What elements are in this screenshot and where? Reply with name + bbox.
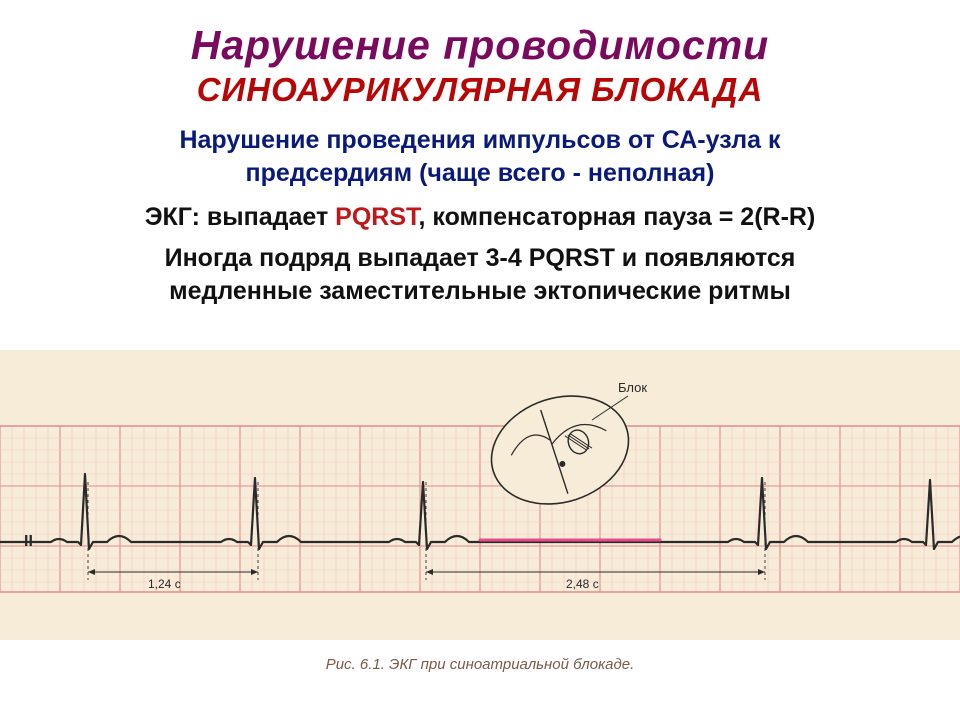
note-line-1: Иногда подряд выпадает 3-4 PQRST и появл… bbox=[40, 243, 920, 274]
ecg-criteria-prefix: ЭКГ: выпадает bbox=[145, 203, 335, 231]
definition-line-2: предсердиям (чаще всего - неполная) bbox=[40, 158, 920, 189]
ecg-panel: II 1,24 с 2,48 с Блок bbox=[0, 350, 960, 640]
ecg-criteria-highlight: PQRST bbox=[335, 203, 418, 231]
svg-text:Блок: Блок bbox=[618, 380, 647, 395]
title-main: Нарушение проводимости bbox=[0, 0, 960, 69]
ecg-diagram: II 1,24 с 2,48 с Блок bbox=[0, 350, 960, 640]
definition-line-1: Нарушение проведения импульсов от СА-узл… bbox=[40, 125, 920, 156]
svg-text:2,48 с: 2,48 с bbox=[566, 577, 599, 591]
ecg-criteria-line: ЭКГ: выпадает PQRST, компенсаторная пауз… bbox=[40, 202, 920, 233]
title-sub: СИНОАУРИКУЛЯРНАЯ БЛОКАДА bbox=[0, 71, 960, 109]
ecg-criteria-suffix: , компенсаторная пауза = 2(R-R) bbox=[419, 203, 816, 231]
note-line-2: медленные заместительные эктопические ри… bbox=[40, 276, 920, 307]
svg-text:1,24 с: 1,24 с bbox=[148, 577, 181, 591]
figure-caption: Рис. 6.1. ЭКГ при синоатриальной блокаде… bbox=[0, 656, 960, 673]
svg-text:II: II bbox=[24, 533, 33, 550]
